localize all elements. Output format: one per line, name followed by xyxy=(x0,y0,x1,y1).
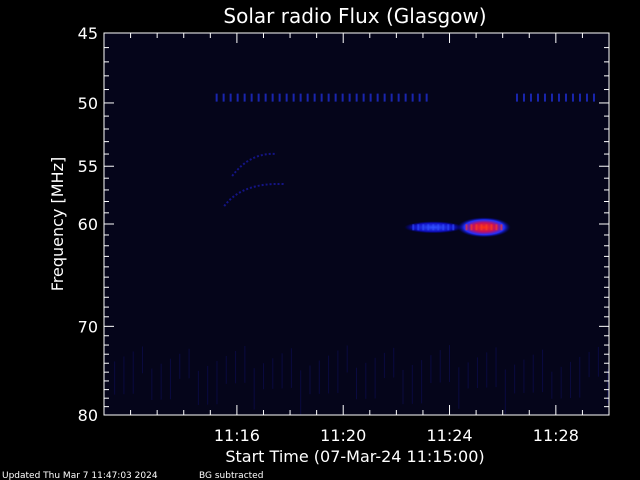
interference-dot xyxy=(306,93,309,102)
burst-pixel xyxy=(427,224,430,231)
burst-pixel xyxy=(470,224,473,231)
burst-pixel xyxy=(495,224,498,231)
burst-pixel xyxy=(447,224,450,231)
interference-dot xyxy=(557,93,560,102)
interference-dot xyxy=(536,93,539,102)
faint-arc xyxy=(223,182,285,207)
interference-dot xyxy=(271,93,274,102)
interference-dot xyxy=(299,93,302,102)
x-axis-label: Start Time (07-Mar-24 11:15:00) xyxy=(225,447,484,466)
x-axis: 11:16 11:20 11:24 11:28 xyxy=(103,33,610,445)
interference-dot xyxy=(292,93,295,102)
interference-dot xyxy=(348,93,351,102)
y-tick-label: 80 xyxy=(78,406,98,425)
interference-dot xyxy=(278,93,281,102)
interference-dot xyxy=(425,93,428,102)
interference-dot xyxy=(222,93,225,102)
burst-pixel xyxy=(417,224,420,231)
interference-dot xyxy=(390,93,393,102)
interference-dot xyxy=(320,93,323,102)
y-tick-label: 45 xyxy=(78,24,98,43)
spectrogram-features xyxy=(114,93,609,415)
burst-pixel xyxy=(465,224,468,231)
interference-dot xyxy=(369,93,372,102)
interference-dot xyxy=(313,93,316,102)
interference-dot xyxy=(529,93,532,102)
interference-dot xyxy=(418,93,421,102)
burst-pixel xyxy=(485,224,488,231)
interference-dot xyxy=(250,93,253,102)
y-axis: 45 50 55 60 70 80 xyxy=(78,24,609,425)
burst-pixel xyxy=(490,224,493,231)
burst-core xyxy=(457,217,511,238)
y-tick-label: 55 xyxy=(78,157,98,176)
burst-pixel xyxy=(480,224,483,231)
interference-dot xyxy=(515,93,518,102)
interference-dot xyxy=(236,93,239,102)
x-tick-label: 11:24 xyxy=(426,426,472,445)
burst-pixel xyxy=(422,224,425,231)
burst-pixel xyxy=(442,224,445,231)
interference-dot xyxy=(571,93,574,102)
updated-timestamp: Updated Thu Mar 7 11:47:03 2024 xyxy=(2,471,158,480)
interference-dot xyxy=(215,93,218,102)
bg-subtracted-note: BG subtracted xyxy=(199,471,263,480)
interference-dot xyxy=(411,93,414,102)
interference-dot xyxy=(404,93,407,102)
interference-dot xyxy=(592,93,595,102)
interference-dot xyxy=(327,93,330,102)
interference-dot xyxy=(543,93,546,102)
interference-dot xyxy=(334,93,337,102)
interference-dot xyxy=(564,93,567,102)
faint-arc xyxy=(231,152,277,177)
interference-dot xyxy=(585,93,588,102)
interference-dot xyxy=(397,93,400,102)
burst-pixel xyxy=(412,224,415,231)
burst-pixel xyxy=(475,224,478,231)
y-tick-label: 70 xyxy=(78,317,98,336)
x-tick-label: 11:28 xyxy=(533,426,579,445)
burst-pixel xyxy=(432,224,435,231)
interference-dot xyxy=(243,93,246,102)
y-tick-label: 50 xyxy=(78,94,98,113)
interference-dot xyxy=(522,93,525,102)
interference-dot xyxy=(341,93,344,102)
y-axis-label: Frequency [MHz] xyxy=(48,157,67,291)
burst-pixel xyxy=(437,224,440,231)
burst-pixel xyxy=(452,224,455,231)
interference-dot xyxy=(362,93,365,102)
y-tick-label: 60 xyxy=(78,215,98,234)
interference-dot xyxy=(285,93,288,102)
burst-pixel xyxy=(500,224,503,231)
interference-dot xyxy=(383,93,386,102)
chart-title: Solar radio Flux (Glasgow) xyxy=(223,4,486,28)
interference-dot xyxy=(376,93,379,102)
x-tick-label: 11:20 xyxy=(320,426,366,445)
interference-dot xyxy=(264,93,267,102)
interference-dot xyxy=(550,93,553,102)
interference-dot xyxy=(257,93,260,102)
interference-dot xyxy=(578,93,581,102)
x-tick-label: 11:16 xyxy=(214,426,260,445)
interference-dot xyxy=(229,93,232,102)
interference-dot xyxy=(355,93,358,102)
